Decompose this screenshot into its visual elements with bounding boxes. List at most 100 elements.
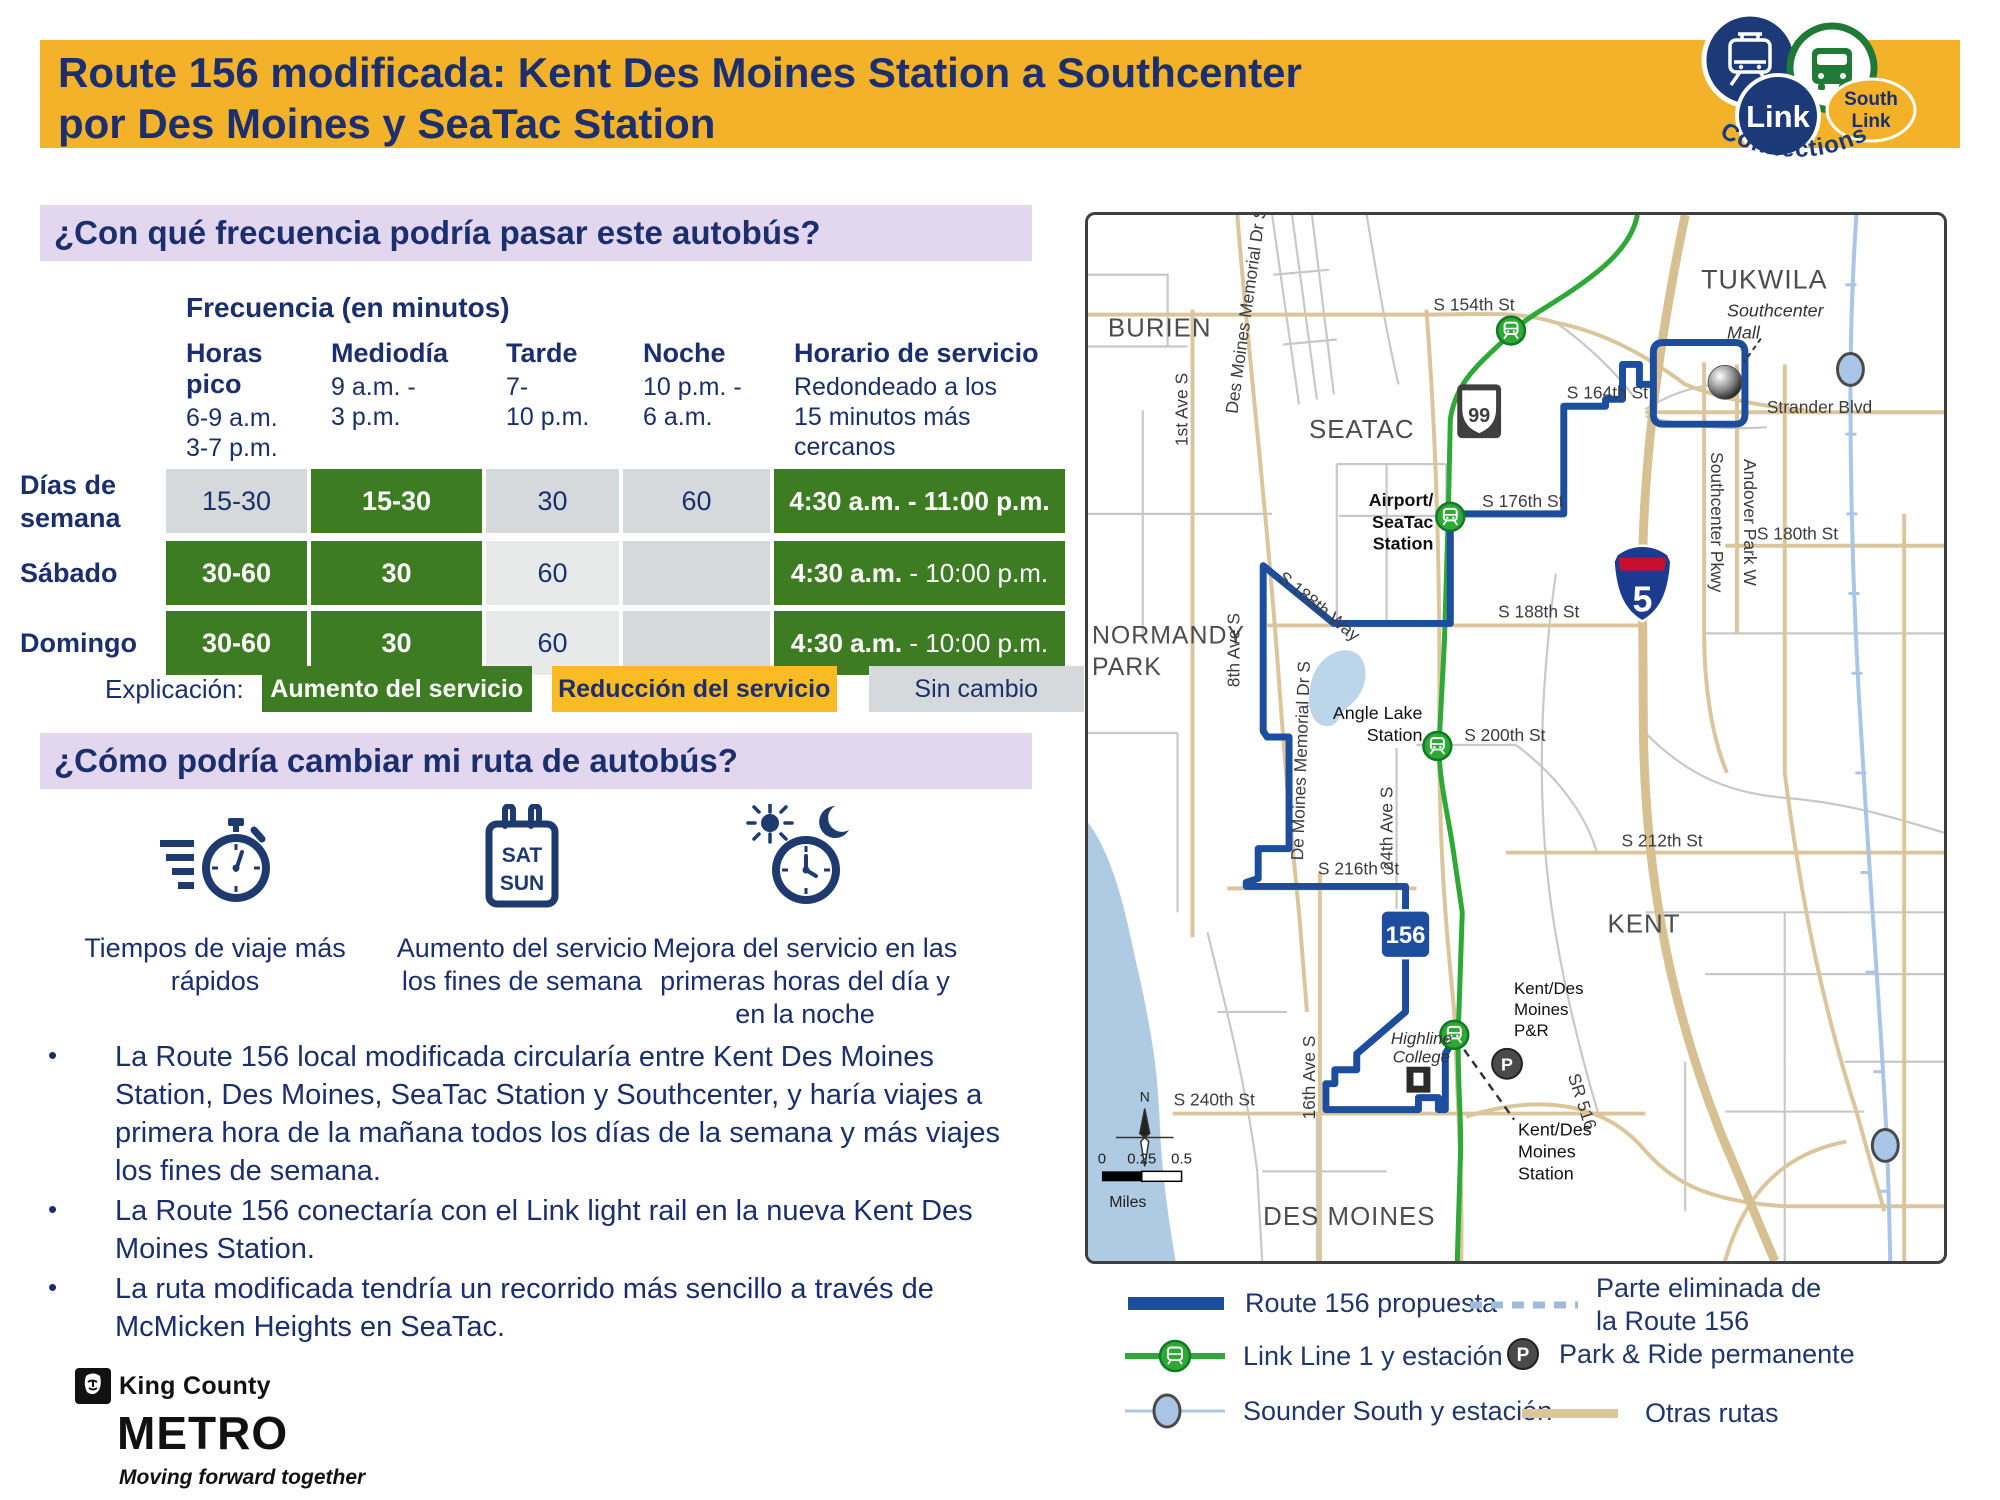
i5-shield: 5	[1612, 544, 1673, 623]
row-label-weekday: Días de semana	[20, 470, 121, 533]
cell-weekday-night: 60	[623, 469, 770, 533]
svg-text:N: N	[1140, 1089, 1150, 1105]
poi-labels: Southcenter Mall Airport/ SeaTac Station…	[1333, 301, 1825, 1184]
legend-eliminated: Parte eliminada de la Route 156	[1470, 1272, 1821, 1338]
poi-airport-3: Station	[1373, 534, 1434, 554]
bullet-item: La Route 156 local modificada circularía…	[40, 1036, 1030, 1190]
cell-sunday-midday: 30	[311, 611, 482, 675]
cell-sunday-evening: 60	[486, 611, 619, 675]
poi-southcenter-mall-1: Southcenter	[1727, 301, 1825, 321]
legend-no-change: Sin cambio	[868, 666, 1084, 712]
map-legend: Route 156 propuesta Parte eliminada de l…	[1085, 1270, 1955, 1450]
minor-roads	[1088, 215, 1944, 1261]
cell-weekday-span: 4:30 a.m. - 11:00 p.m.	[774, 469, 1065, 533]
page-title-line1: Route 156 modificada: Kent Des Moines St…	[58, 49, 1302, 96]
legend-link-line: Link Line 1 y estación	[1125, 1338, 1503, 1374]
svg-text:99: 99	[1468, 405, 1490, 427]
street-s240: S 240th St	[1174, 1090, 1255, 1110]
cell-saturday-evening: 60	[486, 541, 619, 605]
street-1st-ave: 1st Ave S	[1172, 373, 1192, 446]
cell-sunday-span: 4:30 a.m. - 10:00 p.m.	[774, 611, 1065, 675]
link-station-tukwila	[1495, 315, 1527, 346]
frequency-section-heading: ¿Con qué frecuencia podría pasar este au…	[40, 205, 1032, 261]
street-s180: S 180th St	[1757, 524, 1838, 544]
street-s188way: S 188th Way	[1275, 567, 1365, 645]
day-night-clock-icon	[746, 802, 849, 904]
svg-text:0.25: 0.25	[1127, 1150, 1156, 1167]
cell-sunday-peak: 30-60	[166, 611, 307, 675]
street-s188st: S 188th St	[1498, 601, 1579, 621]
compass-rose: N	[1115, 1089, 1174, 1167]
poi-angle-lake-1: Angle Lake	[1333, 703, 1423, 723]
other-routes	[1088, 215, 1944, 1261]
table-color-legend: Explicación: Aumento del servicio Reducc…	[105, 666, 1084, 712]
street-s164: S 164th St	[1567, 382, 1648, 402]
route-map-svg: P 99 5 156	[1088, 215, 1944, 1261]
legend-otras-rutas: Otras rutas	[1522, 1398, 1779, 1429]
link-line	[1436, 215, 1640, 1261]
sounder-station-kent	[1870, 1128, 1900, 1163]
stopwatch-icon	[160, 818, 270, 902]
link-label: Link	[1746, 99, 1810, 134]
legend-increase: Aumento del servicio	[261, 666, 532, 712]
bullet-item: La ruta modificada tendría un recorrido …	[40, 1268, 1030, 1346]
i5-highway	[1637, 215, 1779, 1261]
city-normandy-park-2: PARK	[1092, 653, 1162, 681]
street-8th-ave: 8th Ave S	[1223, 613, 1243, 687]
banner: Route 156 modificada: Kent Des Moines St…	[40, 40, 1960, 148]
poi-kdm-pr-1: Kent/Des	[1514, 979, 1584, 998]
feature-caption: Aumento del servicio los fines de semana	[396, 933, 648, 996]
cell-saturday-midday: 30	[311, 541, 482, 605]
cell-saturday-span: 4:30 a.m. - 10:00 p.m.	[774, 541, 1065, 605]
col-header-mediodia: Mediodía 9 a.m. -3 p.m.	[331, 338, 449, 431]
street-strander: Strander Blvd	[1767, 397, 1872, 417]
city-seatac: SEATAC	[1309, 416, 1415, 444]
poi-airport-2: SeaTac	[1372, 512, 1433, 532]
city-des-moines: DES MOINES	[1263, 1203, 1435, 1231]
poi-highline-2: College	[1393, 1048, 1450, 1067]
southcenter-mall-marker	[1707, 364, 1743, 400]
route-map: P 99 5 156	[1085, 212, 1947, 1264]
park-ride-swatch: P	[1507, 1338, 1539, 1370]
moon-glyph	[819, 806, 849, 838]
cell-weekday-evening: 30	[486, 469, 619, 533]
city-tukwila: TUKWILA	[1701, 265, 1827, 295]
link-station-airport	[1435, 501, 1466, 533]
page-title: Route 156 modificada: Kent Des Moines St…	[58, 47, 1960, 149]
poi-kdm-station-1: Kent/Des	[1518, 1119, 1592, 1139]
route-156-line	[1242, 339, 1749, 1114]
king-county-face-icon	[75, 1368, 111, 1404]
legend-route-156: Route 156 propuesta	[1128, 1288, 1497, 1319]
legend-sounder: Sounder South y estación	[1125, 1392, 1552, 1430]
cell-saturday-peak: 30-60	[166, 541, 307, 605]
poi-kdm-pr-2: Moines	[1514, 1000, 1568, 1019]
metro-label: METRO	[117, 1407, 289, 1459]
metro-tagline: Moving forward together	[119, 1466, 366, 1489]
col-header-horario: Horario de servicio Redondeado a los 15 m…	[794, 338, 1039, 461]
street-southcenter-pkwy: Southcenter Pkwy	[1707, 452, 1727, 593]
frequency-table: Horas pico 6-9 a.m. 3-7 p.m. Mediodía 9 a…	[20, 338, 1065, 675]
svg-text:156: 156	[1386, 922, 1426, 949]
legend-park-ride: P Park & Ride permanente	[1505, 1336, 1855, 1372]
cell-sunday-night	[623, 611, 770, 675]
link-line-swatch	[1125, 1339, 1225, 1373]
svg-text:SAT: SAT	[502, 844, 543, 867]
route-156-swatch	[1128, 1297, 1224, 1310]
king-county-metro-logo: King County METRO Moving forward togethe…	[75, 1368, 365, 1490]
south-link-label-2: Link	[1851, 111, 1890, 132]
lake-water	[1308, 650, 1366, 727]
city-burien: BURIEN	[1108, 315, 1212, 343]
street-s154: S 154th St	[1433, 295, 1514, 315]
svg-text:5: 5	[1632, 579, 1652, 619]
street-de-moines-memorial: De Moines Memorial Dr S	[1287, 661, 1314, 861]
puget-sound-water	[1088, 822, 1176, 1261]
col-header-horas-pico: Horas pico 6-9 a.m. 3-7 p.m.	[186, 338, 278, 462]
city-kent: KENT	[1608, 910, 1681, 938]
row-label-sunday: Domingo	[20, 627, 137, 658]
mall-leader	[1743, 337, 1762, 364]
park-and-ride-marker: P	[1491, 1047, 1523, 1080]
king-county-label: King County	[119, 1371, 271, 1400]
legend-reduction: Reducción del servicio	[551, 666, 837, 712]
hwy-99-shield: 99	[1457, 384, 1502, 439]
